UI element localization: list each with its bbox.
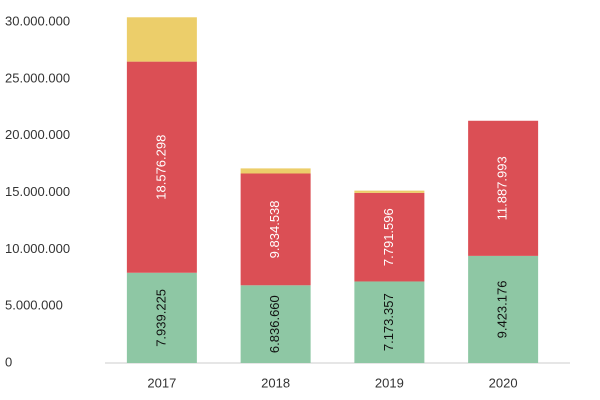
y-tick-label: 25.000.000 xyxy=(5,70,70,85)
value-label: 7.939.225 xyxy=(153,289,168,347)
x-tick-label: 2018 xyxy=(261,375,290,390)
x-tick-label: 2020 xyxy=(489,375,518,390)
bar-segment xyxy=(354,190,425,193)
value-label: 7.791.596 xyxy=(381,208,396,266)
bar-segment xyxy=(240,168,311,174)
bar-segment xyxy=(468,120,539,256)
value-label: 9.834.538 xyxy=(267,200,282,258)
value-label: 18.576.298 xyxy=(153,135,168,200)
bar-segment xyxy=(240,173,311,286)
y-tick-label: 20.000.000 xyxy=(5,127,70,142)
y-tick-label: 0 xyxy=(5,354,12,369)
bar-segment xyxy=(354,192,425,282)
bar-segment xyxy=(126,61,197,273)
y-tick-label: 30.000.000 xyxy=(5,13,70,28)
value-label: 9.423.176 xyxy=(495,281,510,339)
y-tick-label: 10.000.000 xyxy=(5,241,70,256)
value-label: 7.173.357 xyxy=(381,293,396,351)
x-tick-label: 2017 xyxy=(147,375,176,390)
value-label: 6.836.660 xyxy=(267,295,282,353)
bar-segment xyxy=(126,17,197,62)
x-tick-label: 2019 xyxy=(375,375,404,390)
bar-segment xyxy=(468,255,539,363)
bar-segment xyxy=(354,281,425,363)
y-tick-label: 15.000.000 xyxy=(5,184,70,199)
bar-segment xyxy=(126,272,197,363)
value-label: 11.887.993 xyxy=(495,156,510,220)
y-tick-label: 5.000.000 xyxy=(5,298,63,313)
bar-segment xyxy=(240,285,311,363)
